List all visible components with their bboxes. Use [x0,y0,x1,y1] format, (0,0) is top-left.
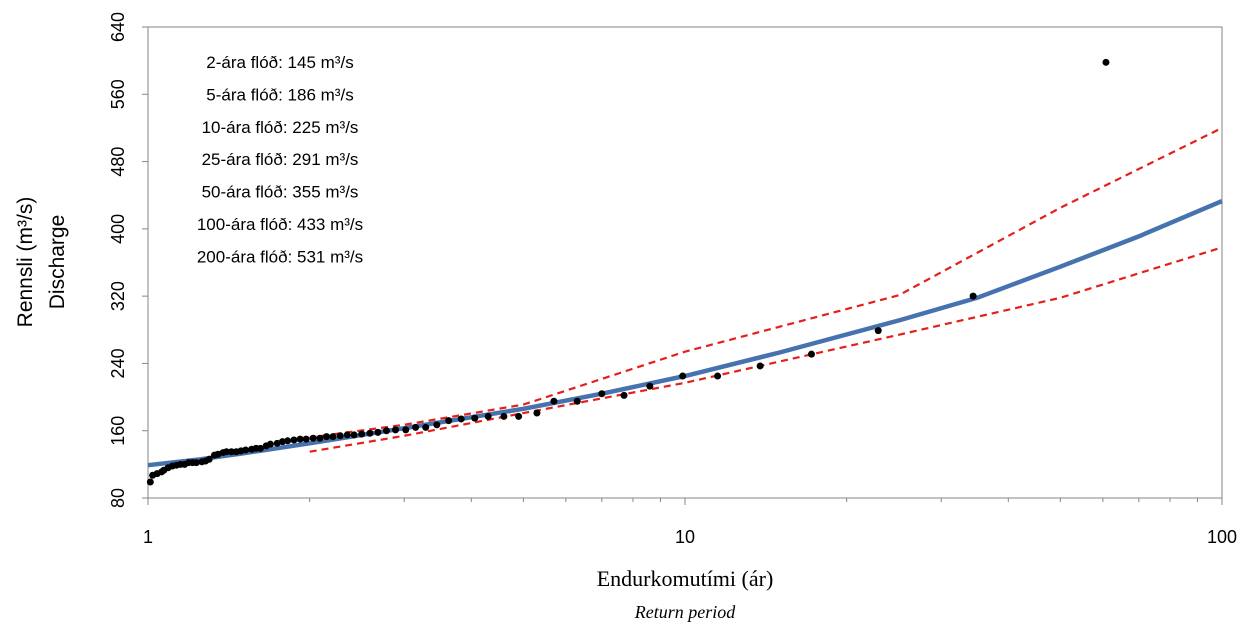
data-point [146,478,154,486]
data-point [445,417,453,425]
y-tick-label: 560 [108,79,128,109]
y-tick-label: 160 [108,416,128,446]
y-tick-label: 640 [108,12,128,42]
data-point [679,372,687,380]
x-tick-label: 1 [143,527,153,547]
annotation: 5-ára flóð: 186 m³/s [206,85,353,104]
data-point [471,414,479,422]
data-point [620,391,628,399]
y-tick-label: 320 [108,281,128,311]
data-point [1102,58,1110,66]
annotation: 25-ára flóð: 291 m³/s [202,150,359,169]
data-point [550,397,558,405]
data-point [714,372,722,380]
data-point [316,434,324,442]
data-point [533,409,541,417]
data-point [646,382,654,390]
x-axis-title: Endurkomutími (ár) [597,566,774,591]
data-point [515,412,523,420]
data-point [278,438,286,446]
data-point [374,428,382,436]
data-point [402,426,410,434]
annotation: 50-ára flóð: 355 m³/s [202,183,359,202]
x-tick-label: 100 [1207,527,1237,547]
data-point [198,458,206,466]
data-point [807,350,815,358]
data-point [343,431,351,439]
annotation: 10-ára flóð: 225 m³/s [202,118,359,137]
data-point [500,412,508,420]
data-point [211,451,219,459]
data-point [358,430,366,438]
data-point [273,439,281,447]
x-axis-subtitle: Return period [634,602,736,622]
annotation: 100-ára flóð: 433 m³/s [197,215,363,234]
data-point [366,429,374,437]
y-tick-label: 240 [108,348,128,378]
data-point [433,421,441,429]
y-axis-title: Rennsli (m³/s) [14,197,37,328]
data-point [329,433,337,441]
y-tick-label: 480 [108,147,128,177]
series-line [147,199,1223,468]
data-point [309,434,317,442]
data-point [336,432,344,440]
data-point [969,292,977,300]
data-point [262,442,270,450]
data-point [457,415,465,423]
data-point [422,423,430,431]
data-point [227,448,235,456]
y-tick-label: 80 [108,488,128,508]
y-axis-subtitle: Discharge [46,215,69,310]
data-point [149,471,157,479]
series-line [309,126,1223,439]
data-point [598,390,606,398]
data-point [382,427,390,435]
data-point [323,433,331,441]
data-point [290,436,298,444]
data-point [284,437,292,445]
data-point [756,362,764,370]
data-point [232,448,240,456]
data-point [350,431,358,439]
data-point [392,426,400,434]
annotation: 200-ára flóð: 531 m³/s [197,247,363,266]
y-tick-label: 400 [108,214,128,244]
data-point [296,435,304,443]
data-point [412,423,420,431]
data-point [484,412,492,420]
data-point [302,435,310,443]
annotation: 2-ára flóð: 145 m³/s [206,53,353,72]
data-point [874,327,882,335]
data-point [248,445,256,453]
x-tick-label: 10 [675,527,695,547]
data-point [573,397,581,405]
